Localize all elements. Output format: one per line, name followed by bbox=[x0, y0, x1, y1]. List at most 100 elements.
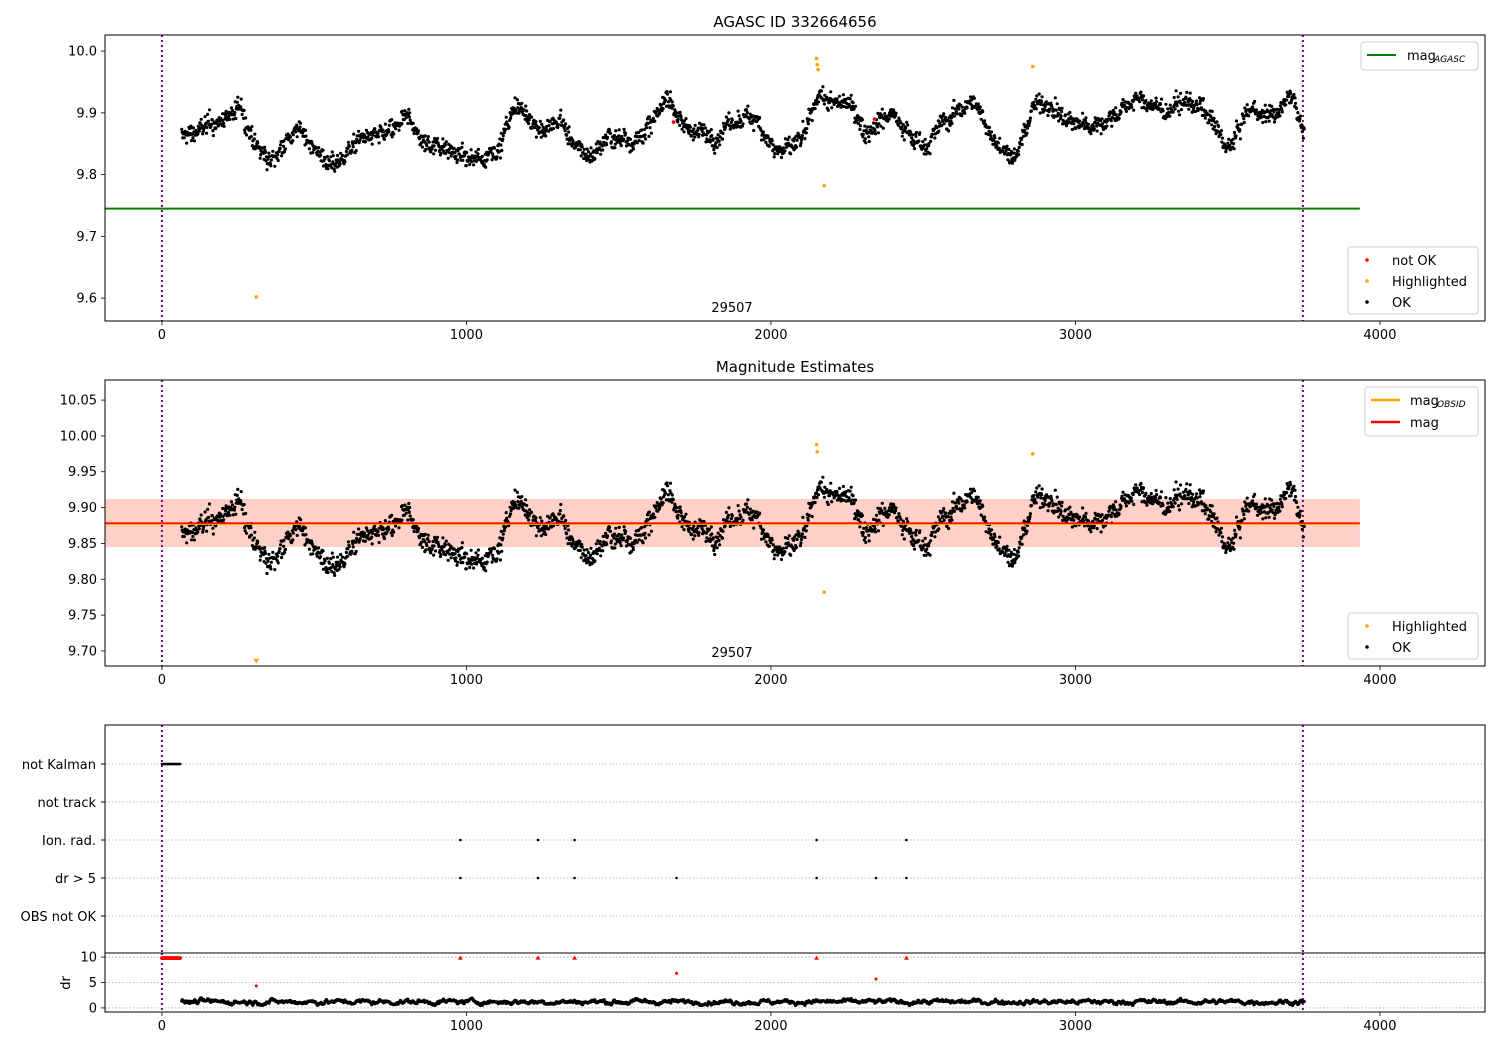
ok-point bbox=[1155, 100, 1159, 104]
ok-point bbox=[835, 489, 839, 494]
ok-point bbox=[484, 569, 488, 573]
ok-point bbox=[928, 553, 932, 557]
ok-point bbox=[578, 140, 582, 144]
ok-point bbox=[930, 132, 935, 136]
ok-point bbox=[810, 118, 814, 123]
ok-point bbox=[911, 543, 916, 548]
ok-point bbox=[1227, 137, 1231, 141]
ok-point bbox=[321, 549, 325, 553]
ok-point bbox=[280, 154, 284, 158]
ok-point bbox=[864, 128, 868, 132]
ok-point bbox=[680, 127, 684, 131]
ok-point bbox=[1270, 104, 1274, 108]
ok-point bbox=[1078, 515, 1082, 519]
ok-point bbox=[190, 530, 195, 535]
ok-point bbox=[632, 541, 636, 546]
ok-point bbox=[678, 110, 682, 114]
ok-point bbox=[801, 119, 805, 123]
ok-point bbox=[1138, 100, 1142, 104]
ok-point bbox=[962, 503, 966, 507]
ok-point bbox=[579, 154, 583, 158]
ok-point bbox=[707, 130, 712, 134]
ok-point bbox=[629, 550, 634, 554]
ok-point bbox=[925, 147, 929, 151]
ok-point bbox=[682, 528, 686, 532]
ok-point bbox=[604, 531, 608, 536]
ok-point bbox=[249, 533, 253, 537]
ok-point bbox=[548, 516, 552, 520]
ok-point bbox=[608, 529, 613, 533]
ok-point bbox=[896, 123, 901, 127]
ok-point bbox=[702, 123, 706, 127]
ok-point bbox=[264, 155, 269, 159]
ok-point bbox=[588, 553, 593, 558]
ok-point bbox=[425, 544, 429, 548]
ok-point bbox=[187, 126, 192, 131]
ok-point bbox=[412, 131, 416, 136]
legend-marker bbox=[1365, 624, 1369, 628]
ok-point bbox=[807, 513, 811, 518]
ok-point bbox=[283, 147, 288, 151]
ok-point bbox=[329, 557, 333, 561]
ok-point bbox=[567, 528, 571, 532]
ok-point bbox=[797, 133, 801, 137]
ok-point bbox=[362, 133, 366, 137]
ok-point bbox=[1240, 122, 1244, 126]
ok-point bbox=[182, 534, 186, 539]
ok-point bbox=[593, 559, 597, 563]
ok-point bbox=[690, 134, 694, 138]
ok-point bbox=[512, 500, 517, 505]
ok-point bbox=[767, 144, 771, 148]
ok-point bbox=[665, 481, 669, 485]
y-tick-label: 9.75 bbox=[68, 609, 97, 624]
ok-point bbox=[1006, 560, 1010, 564]
ok-point bbox=[1209, 514, 1213, 519]
ok-point bbox=[933, 535, 937, 539]
ok-point bbox=[676, 117, 680, 121]
ok-point bbox=[1035, 486, 1039, 490]
ok-point bbox=[620, 134, 624, 139]
ok-point bbox=[330, 166, 334, 170]
ok-point bbox=[1100, 117, 1104, 121]
ok-point bbox=[761, 531, 765, 535]
ok-point bbox=[444, 553, 448, 557]
ok-point bbox=[1046, 509, 1050, 513]
ok-point bbox=[1078, 119, 1082, 123]
ok-point bbox=[498, 558, 502, 562]
ok-point bbox=[647, 533, 651, 537]
ok-point bbox=[744, 108, 749, 112]
ok-point bbox=[1187, 107, 1191, 111]
ok-point bbox=[536, 526, 540, 530]
obsid-label: 29507 bbox=[711, 301, 752, 316]
ok-point bbox=[741, 122, 745, 126]
ok-point bbox=[1086, 122, 1090, 126]
ok-point bbox=[590, 159, 594, 163]
ok-point bbox=[989, 528, 994, 532]
ok-point bbox=[769, 541, 773, 545]
ok-point bbox=[263, 546, 267, 550]
ok-point bbox=[637, 538, 641, 542]
ok-point bbox=[1278, 497, 1282, 501]
ok-point bbox=[803, 535, 807, 540]
ok-point bbox=[1174, 480, 1178, 484]
ok-point bbox=[1171, 110, 1175, 114]
ok-point bbox=[984, 519, 988, 523]
ok-point bbox=[288, 534, 292, 538]
ok-point bbox=[1220, 136, 1224, 140]
ok-point bbox=[800, 534, 804, 539]
ok-point bbox=[266, 559, 270, 563]
ok-point bbox=[1023, 128, 1027, 133]
ok-point bbox=[937, 129, 941, 133]
ok-point bbox=[1264, 516, 1268, 520]
ok-point bbox=[544, 134, 548, 138]
ok-point bbox=[499, 529, 503, 534]
ok-point bbox=[1035, 94, 1039, 98]
ok-point bbox=[565, 133, 569, 137]
ok-point bbox=[1280, 502, 1284, 506]
ok-point bbox=[588, 152, 593, 156]
flag-category-label: not Kalman bbox=[22, 758, 96, 773]
ok-point bbox=[1212, 512, 1216, 516]
ok-point bbox=[1255, 111, 1259, 115]
ok-point bbox=[578, 540, 582, 544]
x-tick-label: 1000 bbox=[450, 328, 483, 343]
